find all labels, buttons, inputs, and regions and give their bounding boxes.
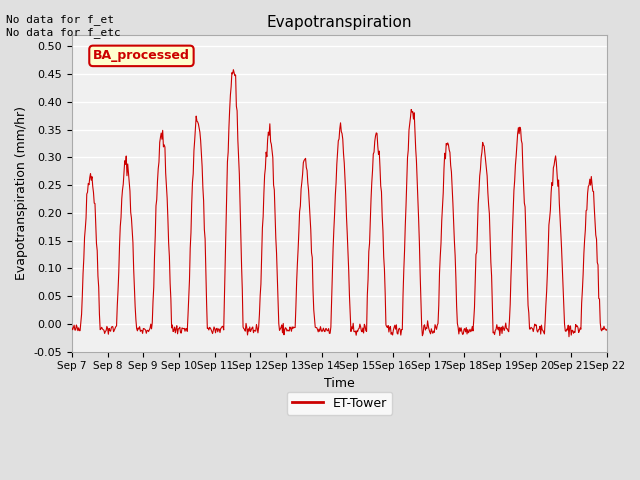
Text: No data for f_et
No data for f_etc: No data for f_et No data for f_etc bbox=[6, 14, 121, 38]
Y-axis label: Evapotranspiration (mm/hr): Evapotranspiration (mm/hr) bbox=[15, 107, 28, 280]
Title: Evapotranspiration: Evapotranspiration bbox=[267, 15, 412, 30]
Text: BA_processed: BA_processed bbox=[93, 49, 190, 62]
Legend: ET-Tower: ET-Tower bbox=[287, 392, 392, 415]
X-axis label: Time: Time bbox=[324, 377, 355, 390]
